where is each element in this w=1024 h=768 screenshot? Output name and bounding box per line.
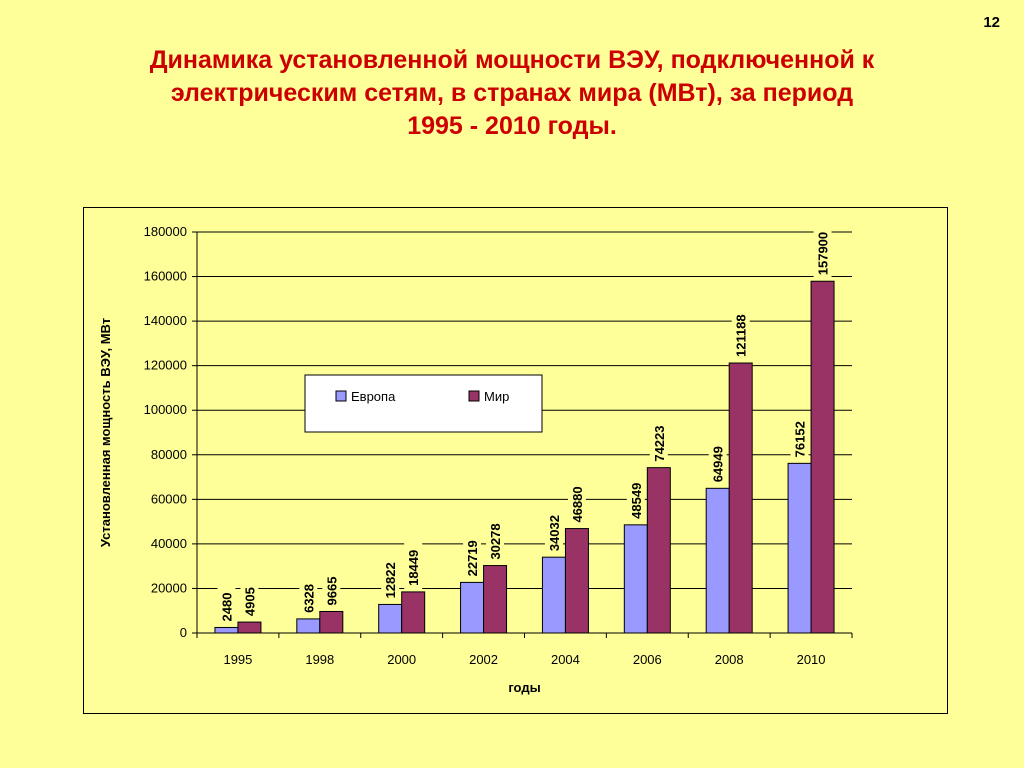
bar-europe	[296, 618, 321, 634]
x-tick-label: 2002	[469, 652, 498, 667]
data-label-world: 157900	[816, 232, 831, 275]
slide-title: Динамика установленной мощности ВЭУ, под…	[40, 44, 984, 143]
data-label-bg	[381, 554, 400, 603]
bar-world	[810, 280, 835, 634]
data-label-world: 18449	[406, 550, 421, 586]
data-label-bg	[708, 438, 727, 487]
legend-label-europe: Европа	[351, 389, 396, 404]
data-label-bg	[404, 541, 423, 590]
data-label-world: 121188	[734, 314, 749, 357]
data-label-bg	[217, 585, 236, 626]
data-label-bg	[299, 576, 318, 617]
x-tick-label: 1995	[223, 652, 252, 667]
bar-world	[401, 591, 426, 634]
bar-europe	[787, 462, 812, 634]
data-label-bg	[486, 515, 505, 564]
bar-chart: 0 20000 40000 60000 80000 100000 120000 140000 1…	[98, 223, 853, 695]
data-label-bg	[240, 579, 259, 621]
data-label-world: 30278	[488, 523, 503, 559]
y-tick-label: 160000	[144, 269, 187, 284]
data-label-bg	[649, 417, 668, 466]
data-label-bg	[790, 413, 809, 462]
legend-swatch-world	[468, 390, 480, 402]
data-label-europe: 34032	[547, 515, 562, 551]
legend	[304, 374, 543, 433]
data-label-world: 9665	[324, 577, 339, 606]
y-tick-label: 140000	[144, 313, 187, 328]
data-label-world: 74223	[652, 425, 667, 461]
x-tick-label: 2006	[633, 652, 662, 667]
bar-world	[646, 467, 671, 634]
bar-europe	[623, 524, 648, 634]
y-tick-label: 60000	[151, 491, 187, 506]
y-axis-title: Установленная мощность ВЭУ, МВт	[98, 318, 113, 547]
data-label-bg	[813, 223, 832, 280]
y-tick-label: 20000	[151, 580, 187, 595]
data-label-bg	[626, 474, 645, 523]
bar-world	[237, 621, 262, 634]
data-label-world: 46880	[570, 486, 585, 522]
data-label-europe: 64949	[711, 446, 726, 482]
data-label-europe: 2480	[219, 593, 234, 622]
bar-europe	[705, 487, 730, 634]
x-tick-label: 2004	[551, 652, 580, 667]
bar-europe	[214, 626, 239, 634]
y-tick-label: 100000	[144, 402, 187, 417]
chart-frame: 0 20000 40000 60000 80000 100000 120000 140000 1…	[83, 207, 948, 714]
data-label-europe: 48549	[629, 483, 644, 519]
legend-swatch-europe	[335, 390, 347, 402]
y-tick-label: 40000	[151, 536, 187, 551]
data-label-bg	[544, 507, 563, 556]
y-tick-label: 80000	[151, 447, 187, 462]
bar-europe	[378, 603, 403, 634]
x-tick-label: 2000	[387, 652, 416, 667]
y-tick-label: 0	[180, 625, 187, 640]
x-tick-label: 1998	[305, 652, 334, 667]
y-tick-label: 180000	[144, 224, 187, 239]
data-label-world: 4905	[242, 587, 257, 616]
title-line-2: электрическим сетям, в странах мира (МВт…	[170, 79, 854, 107]
data-label-europe: 6328	[301, 584, 316, 613]
x-tick-label: 2008	[715, 652, 744, 667]
data-label-bg	[731, 305, 750, 362]
data-label-europe: 22719	[465, 540, 480, 576]
bar-world	[483, 565, 508, 634]
bar-europe	[460, 581, 485, 634]
data-label-bg	[567, 478, 586, 527]
y-tick-label: 120000	[144, 358, 187, 373]
data-label-bg	[463, 532, 482, 581]
bar-world	[564, 528, 589, 634]
data-label-europe: 12822	[383, 562, 398, 598]
data-label-europe: 76152	[793, 421, 808, 457]
data-label-bg	[322, 569, 341, 610]
bar-europe	[541, 556, 566, 634]
bar-world	[728, 362, 753, 634]
page-number: 12	[983, 14, 1000, 31]
bar-world	[319, 610, 344, 634]
title-line-1: Динамика установленной мощности ВЭУ, под…	[149, 46, 875, 74]
legend-label-world: Мир	[484, 389, 509, 404]
title-line-3: 1995 - 2010 годы.	[407, 112, 617, 140]
x-tick-label: 2010	[797, 652, 826, 667]
x-axis-title: годы	[508, 680, 540, 695]
